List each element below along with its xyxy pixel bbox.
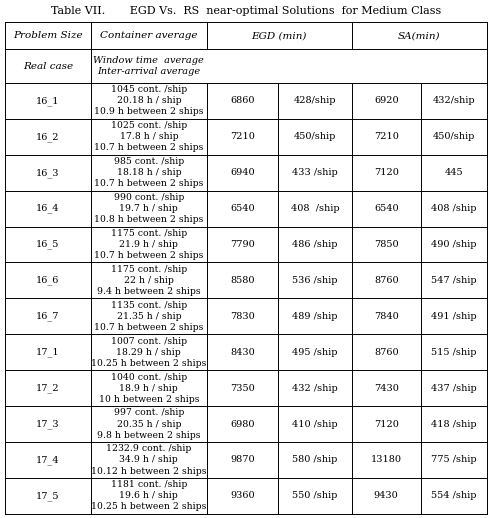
- Text: 16_3: 16_3: [36, 168, 60, 178]
- Text: 7120: 7120: [374, 168, 399, 177]
- Text: 990 cont. /ship
19.7 h / ship
10.8 h between 2 ships: 990 cont. /ship 19.7 h / ship 10.8 h bet…: [94, 193, 204, 224]
- Text: Window time  average
Inter-arrival average: Window time average Inter-arrival averag…: [93, 56, 204, 76]
- Text: 1040 cont. /ship
18.9 h / ship
10 h between 2 ships: 1040 cont. /ship 18.9 h / ship 10 h betw…: [98, 372, 199, 404]
- Text: 9360: 9360: [230, 492, 255, 500]
- Text: Problem Size: Problem Size: [13, 31, 83, 40]
- Text: Container average: Container average: [100, 31, 198, 40]
- Text: 432 /ship: 432 /ship: [292, 384, 338, 393]
- Text: 495 /ship: 495 /ship: [292, 348, 338, 357]
- Text: 408  /ship: 408 /ship: [291, 204, 339, 213]
- Text: 1175 cont. /ship
22 h / ship
9.4 h between 2 ships: 1175 cont. /ship 22 h / ship 9.4 h betwe…: [97, 265, 201, 296]
- Text: 7830: 7830: [230, 312, 255, 321]
- Text: 16_2: 16_2: [36, 132, 60, 141]
- Text: 8580: 8580: [230, 276, 254, 285]
- Text: 418 /ship: 418 /ship: [431, 420, 477, 428]
- Text: 16_7: 16_7: [36, 311, 60, 321]
- Text: 428/ship: 428/ship: [294, 96, 336, 105]
- Text: 432/ship: 432/ship: [432, 96, 475, 105]
- Text: 8760: 8760: [374, 276, 399, 285]
- Text: 6540: 6540: [230, 204, 255, 213]
- Text: 9870: 9870: [230, 455, 255, 465]
- Text: 17_2: 17_2: [36, 383, 60, 393]
- Text: 16_6: 16_6: [36, 276, 60, 285]
- Text: 6920: 6920: [374, 96, 399, 105]
- Text: 17_4: 17_4: [36, 455, 60, 465]
- Text: 775 /ship: 775 /ship: [431, 455, 477, 465]
- Text: 7210: 7210: [374, 132, 399, 141]
- Text: 7350: 7350: [230, 384, 255, 393]
- Text: 8760: 8760: [374, 348, 399, 357]
- Text: 17_3: 17_3: [36, 419, 60, 429]
- Text: EGD (min): EGD (min): [251, 31, 307, 40]
- Text: 7120: 7120: [374, 420, 399, 428]
- Text: 550 /ship: 550 /ship: [292, 492, 338, 500]
- Text: 7850: 7850: [374, 240, 399, 249]
- Text: SA(min): SA(min): [398, 31, 441, 40]
- Text: 490 /ship: 490 /ship: [431, 240, 477, 249]
- Text: 13180: 13180: [370, 455, 402, 465]
- Text: 450/ship: 450/ship: [432, 132, 475, 141]
- Text: 6540: 6540: [374, 204, 399, 213]
- Text: Real case: Real case: [23, 62, 73, 70]
- Text: 536 /ship: 536 /ship: [292, 276, 338, 285]
- Text: 17_5: 17_5: [36, 491, 60, 501]
- Text: 16_4: 16_4: [36, 204, 60, 213]
- Text: 6860: 6860: [230, 96, 254, 105]
- Text: 580 /ship: 580 /ship: [292, 455, 338, 465]
- Text: 16_1: 16_1: [36, 96, 60, 106]
- Text: 515 /ship: 515 /ship: [431, 348, 477, 357]
- Text: 1232.9 cont. /ship
34.9 h / ship
10.12 h between 2 ships: 1232.9 cont. /ship 34.9 h / ship 10.12 h…: [91, 444, 207, 476]
- Text: 437 /ship: 437 /ship: [431, 384, 477, 393]
- Text: 489 /ship: 489 /ship: [292, 312, 338, 321]
- Text: 985 cont. /ship
18.18 h / ship
10.7 h between 2 ships: 985 cont. /ship 18.18 h / ship 10.7 h be…: [94, 157, 204, 188]
- Text: 6940: 6940: [230, 168, 255, 177]
- Text: 17_1: 17_1: [36, 348, 60, 357]
- Text: 7430: 7430: [374, 384, 399, 393]
- Text: 445: 445: [445, 168, 463, 177]
- Text: 1135 cont. /ship
21.35 h / ship
10.7 h between 2 ships: 1135 cont. /ship 21.35 h / ship 10.7 h b…: [94, 301, 204, 332]
- Text: 9430: 9430: [374, 492, 399, 500]
- Text: 8430: 8430: [230, 348, 255, 357]
- Text: 997 cont. /ship
20.35 h / ship
9.8 h between 2 ships: 997 cont. /ship 20.35 h / ship 9.8 h bet…: [97, 409, 201, 440]
- Text: 7840: 7840: [374, 312, 399, 321]
- Text: Table VII.       EGD Vs.  RS  near-optimal Solutions  for Medium Class: Table VII. EGD Vs. RS near-optimal Solut…: [51, 6, 441, 17]
- Text: 410 /ship: 410 /ship: [292, 420, 338, 428]
- Text: 1025 cont. /ship
17.8 h / ship
10.7 h between 2 ships: 1025 cont. /ship 17.8 h / ship 10.7 h be…: [94, 121, 204, 152]
- Text: 1045 cont. /ship
20.18 h / ship
10.9 h between 2 ships: 1045 cont. /ship 20.18 h / ship 10.9 h b…: [94, 85, 204, 117]
- Text: 408 /ship: 408 /ship: [431, 204, 477, 213]
- Text: 1181 cont. /ship
19.6 h / ship
10.25 h between 2 ships: 1181 cont. /ship 19.6 h / ship 10.25 h b…: [91, 480, 207, 511]
- Text: 7790: 7790: [230, 240, 255, 249]
- Text: 7210: 7210: [230, 132, 255, 141]
- Text: 554 /ship: 554 /ship: [431, 492, 477, 500]
- Text: 16_5: 16_5: [36, 240, 60, 249]
- Text: 486 /ship: 486 /ship: [292, 240, 338, 249]
- Text: 450/ship: 450/ship: [294, 132, 336, 141]
- Text: 1175 cont. /ship
21.9 h / ship
10.7 h between 2 ships: 1175 cont. /ship 21.9 h / ship 10.7 h be…: [94, 229, 204, 260]
- Text: 433 /ship: 433 /ship: [292, 168, 338, 177]
- Text: 6980: 6980: [230, 420, 254, 428]
- Text: 1007 cont. /ship
18.29 h / ship
10.25 h between 2 ships: 1007 cont. /ship 18.29 h / ship 10.25 h …: [91, 337, 207, 368]
- Text: 491 /ship: 491 /ship: [431, 312, 477, 321]
- Text: 547 /ship: 547 /ship: [431, 276, 477, 285]
